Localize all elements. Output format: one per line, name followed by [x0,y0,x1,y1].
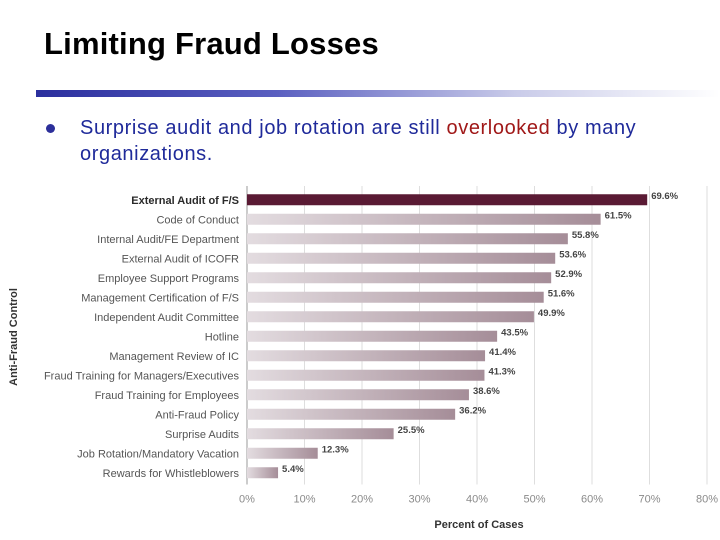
x-tick-label: 20% [351,494,373,506]
value-label: 61.5% [605,210,632,221]
value-label: 5.4% [282,464,304,475]
bar [247,311,534,323]
category-label: Internal Audit/FE Department [97,234,239,246]
x-tick-labels: 0% 10% 20% 30% 40% 50% 60% 70% 80% [239,494,718,506]
bar [247,233,568,245]
value-label: 12.3% [322,444,349,455]
x-tick-label: 40% [466,494,488,506]
bar [247,291,544,303]
value-label: 25.5% [398,425,425,436]
slide-title: Limiting Fraud Losses [44,26,379,61]
value-label: 69.6% [651,191,678,202]
bar [247,330,498,342]
category-label: Fraud Training for Managers/Executives [44,370,240,382]
x-tick-label: 30% [408,494,430,506]
bar [247,467,279,479]
x-tick-label: 70% [638,494,660,506]
value-labels: 69.6% 61.5% 55.8% 53.6% 52.9% 51.6% 49.9% 43.5%… [282,191,679,475]
value-label: 53.6% [559,249,586,260]
bullet-text-before: Surprise audit and job rotation are stil… [80,117,447,139]
x-axis-title: Percent of Cases [434,519,523,531]
value-label: 55.8% [572,230,599,241]
x-tick-label: 10% [293,494,315,506]
x-tick-label: 60% [581,494,603,506]
title-underline [36,90,720,97]
value-label: 36.2% [459,405,486,416]
category-labels: External Audit of F/S Code of Conduct Inte… [44,195,240,480]
bar [247,447,318,459]
category-label: Surprise Audits [165,429,239,441]
category-label: Anti-Fraud Policy [155,409,239,421]
bullet-text: Surprise audit and job rotation are stil… [80,115,680,167]
bar [247,350,486,362]
bar [247,272,552,284]
bar [247,428,394,440]
category-label: Management Certification of F/S [81,292,239,304]
bar [247,389,469,401]
x-tick-label: 50% [523,494,545,506]
value-label: 41.4% [489,347,516,358]
bar [247,213,601,225]
bar [247,194,648,206]
value-label: 41.3% [488,366,515,377]
bar [247,369,485,381]
category-label: External Audit of F/S [131,195,239,207]
category-label: Job Rotation/Mandatory Vacation [77,448,239,460]
category-label: Fraud Training for Employees [95,390,240,402]
category-label: Code of Conduct [156,214,239,226]
bullet-dot [46,124,55,133]
anti-fraud-controls-bar-chart: External Audit of F/S Code of Conduct Inte… [8,186,718,531]
category-label: Employee Support Programs [98,273,240,285]
value-label: 49.9% [538,308,565,319]
x-tick-label: 80% [696,494,718,506]
value-label: 43.5% [501,327,528,338]
category-label: Rewards for Whistleblowers [103,468,240,480]
bullet-text-highlight: overlooked [446,117,551,139]
value-label: 51.6% [548,288,575,299]
x-tick-label: 0% [239,494,255,506]
bars [247,194,648,479]
category-label: Hotline [205,331,239,343]
bullet-text-after: by many organizations. [80,117,637,165]
bar [247,252,556,264]
value-label: 38.6% [473,386,500,397]
bar [247,408,456,420]
category-label: Independent Audit Committee [94,312,239,324]
category-label: External Audit of ICOFR [122,253,239,265]
category-label: Management Review of IC [109,351,239,363]
y-axis-title: Anti-Fraud Control [8,288,20,386]
value-label: 52.9% [555,269,582,280]
